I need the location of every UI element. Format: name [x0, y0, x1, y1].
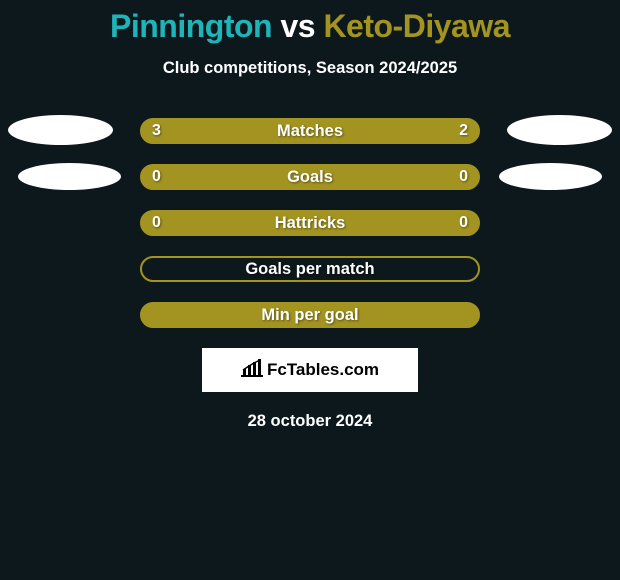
stat-row: Goals 0 0 — [0, 164, 620, 190]
stat-bar: Hattricks — [140, 210, 480, 236]
stat-value-right: 0 — [459, 210, 468, 236]
player-left-name: Pinnington — [110, 8, 272, 44]
page-title: Pinnington vs Keto-Diyawa — [0, 8, 620, 45]
stat-value-left: 0 — [152, 210, 161, 236]
player-right-marker — [507, 115, 612, 145]
bar-chart-icon — [241, 359, 263, 382]
stat-value-right: 2 — [459, 118, 468, 144]
vs-separator: vs — [272, 8, 323, 44]
stat-rows: Matches 3 2 Goals 0 0 Hattricks 0 0 Goals per mat… — [0, 118, 620, 328]
source-logo-text: FcTables.com — [267, 360, 379, 380]
stat-bar: Goals per match — [140, 256, 480, 282]
stat-label: Hattricks — [275, 214, 346, 233]
player-left-marker — [18, 163, 121, 190]
stat-bar: Min per goal — [140, 302, 480, 328]
stat-label: Goals — [287, 168, 333, 187]
stat-bar: Matches — [140, 118, 480, 144]
stat-value-left: 0 — [152, 164, 161, 190]
stat-row: Goals per match — [0, 256, 620, 282]
comparison-card: Pinnington vs Keto-Diyawa Club competiti… — [0, 0, 620, 431]
stat-value-left: 3 — [152, 118, 161, 144]
date-text: 28 october 2024 — [0, 412, 620, 431]
player-left-marker — [8, 115, 113, 145]
stat-row: Matches 3 2 — [0, 118, 620, 144]
stat-label: Min per goal — [261, 306, 358, 325]
stat-bar: Goals — [140, 164, 480, 190]
player-right-marker — [499, 163, 602, 190]
stat-value-right: 0 — [459, 164, 468, 190]
stat-label: Matches — [277, 122, 343, 141]
player-right-name: Keto-Diyawa — [323, 8, 510, 44]
source-logo: FcTables.com — [202, 348, 418, 392]
stat-row: Min per goal — [0, 302, 620, 328]
stat-row: Hattricks 0 0 — [0, 210, 620, 236]
stat-label: Goals per match — [245, 260, 374, 279]
subtitle: Club competitions, Season 2024/2025 — [0, 59, 620, 78]
